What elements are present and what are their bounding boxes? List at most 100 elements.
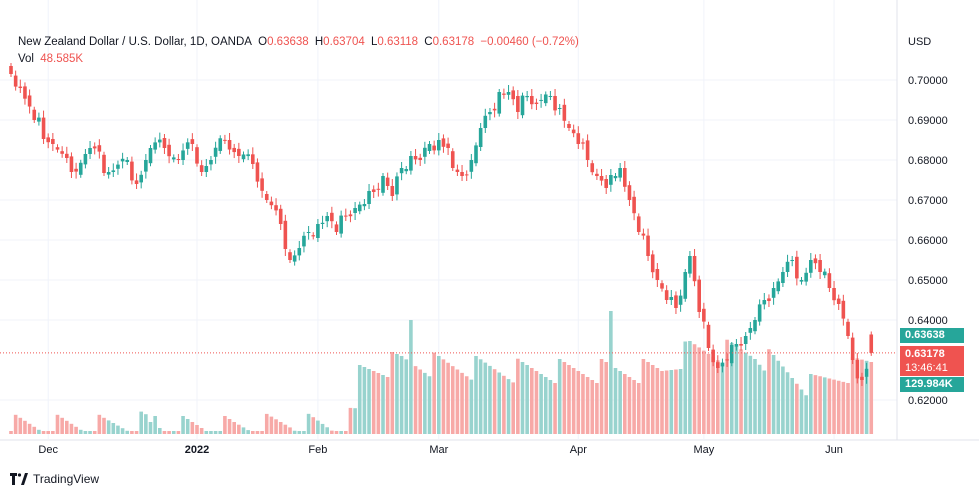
candle-body	[120, 158, 125, 162]
volume-bar	[441, 359, 446, 434]
volume-bar	[557, 359, 562, 434]
candle-body	[539, 99, 543, 101]
candle-body	[757, 304, 762, 322]
volume-bar	[125, 430, 130, 434]
candle-body	[567, 124, 571, 128]
volume-bar	[344, 431, 348, 434]
candle-body	[32, 109, 37, 120]
volume-bar	[390, 352, 395, 434]
candle-body	[613, 176, 618, 179]
volume-bar	[804, 395, 808, 434]
volume-bar	[134, 431, 139, 434]
candle-body	[395, 176, 399, 195]
volume-bar	[669, 370, 674, 434]
symbol-title[interactable]: New Zealand Dollar / U.S. Dollar, 1D, OA…	[18, 36, 252, 48]
volume-bar	[330, 430, 334, 434]
candle-body	[841, 300, 846, 319]
candle-body	[650, 254, 655, 273]
volume-bar	[646, 362, 650, 434]
volume-bar	[97, 414, 102, 434]
candle-body	[846, 321, 850, 336]
volume-bar	[729, 342, 734, 434]
volume-bar	[492, 369, 497, 434]
close-label: C	[424, 36, 433, 48]
volume-bar	[41, 431, 46, 434]
candle-body	[334, 224, 339, 232]
candle-body	[69, 156, 74, 172]
volume-bar	[753, 359, 757, 434]
candle-body	[720, 362, 725, 367]
time-label: Feb	[308, 444, 327, 456]
volume-bar	[711, 357, 715, 434]
volume-bar	[176, 431, 181, 434]
volume-bar	[706, 353, 711, 434]
price-tick-label: 0.67000	[908, 195, 948, 207]
volume-bar	[139, 411, 143, 434]
volume-bar	[692, 344, 697, 434]
candle-body	[799, 280, 804, 282]
vol-label[interactable]: Vol	[18, 53, 34, 65]
volume-bar	[757, 364, 762, 434]
volume-bar	[348, 407, 353, 434]
candle-body	[418, 157, 422, 160]
volume-bar	[743, 352, 748, 434]
candle-body	[827, 273, 832, 288]
candle-body	[55, 147, 60, 150]
volume-bar	[51, 431, 55, 434]
candle-body	[739, 344, 743, 346]
volume-bar	[674, 369, 678, 434]
volume-bar	[632, 380, 636, 434]
candle-body	[795, 256, 799, 279]
volume-bar	[297, 431, 302, 434]
candle-body	[237, 148, 241, 156]
time-axis[interactable]: Dec 2022 Feb Mar Apr May Jun	[38, 444, 843, 456]
volume-bar	[167, 431, 171, 434]
footer-brand[interactable]: TradingView	[10, 472, 99, 486]
candle-body	[390, 186, 395, 196]
candle-body	[478, 128, 483, 147]
candle-body	[111, 170, 116, 172]
volume-tag: 129.984K	[900, 377, 964, 392]
candle-body	[423, 147, 427, 157]
volume-bar	[864, 360, 869, 434]
volume-bar	[353, 408, 357, 434]
volume-bar	[832, 379, 836, 434]
volume-bar	[306, 413, 311, 434]
candle-body	[176, 159, 181, 160]
volume-bar	[548, 380, 553, 434]
candle-body	[223, 139, 227, 141]
candle-body	[227, 140, 232, 150]
volume-bar	[664, 370, 669, 434]
volume-bar	[18, 417, 23, 434]
candle-body	[125, 160, 130, 162]
candle-body	[450, 151, 455, 168]
price-tick-label: 0.62000	[908, 395, 948, 407]
volume-bar	[581, 374, 585, 434]
candle-body	[246, 154, 250, 157]
volume-bar	[618, 371, 622, 434]
volume-bar	[474, 356, 478, 434]
volume-bar	[599, 359, 604, 434]
volume-bar	[241, 427, 246, 434]
volume-bar	[604, 362, 608, 434]
price-axis[interactable]: 0.70000 0.69000 0.68000 0.67000 0.66000 0.650…	[908, 36, 948, 407]
volume-bar	[446, 362, 450, 434]
volume-bar	[69, 423, 74, 434]
candle-body	[283, 220, 288, 249]
volume-bar	[423, 372, 427, 434]
volume-bar	[102, 417, 106, 434]
volume-bar	[460, 372, 464, 434]
candle-body	[102, 154, 106, 173]
candle-body	[581, 142, 585, 144]
candle-body	[204, 166, 209, 172]
candle-body	[60, 151, 64, 154]
brand-name: TradingView	[33, 472, 100, 486]
candle-body	[437, 140, 441, 151]
volume-bar	[846, 383, 850, 434]
candle-body	[860, 376, 864, 380]
volume-bar	[237, 424, 241, 434]
volume-bar	[511, 382, 515, 434]
volume-bar	[367, 369, 371, 434]
candle-body	[655, 269, 660, 280]
